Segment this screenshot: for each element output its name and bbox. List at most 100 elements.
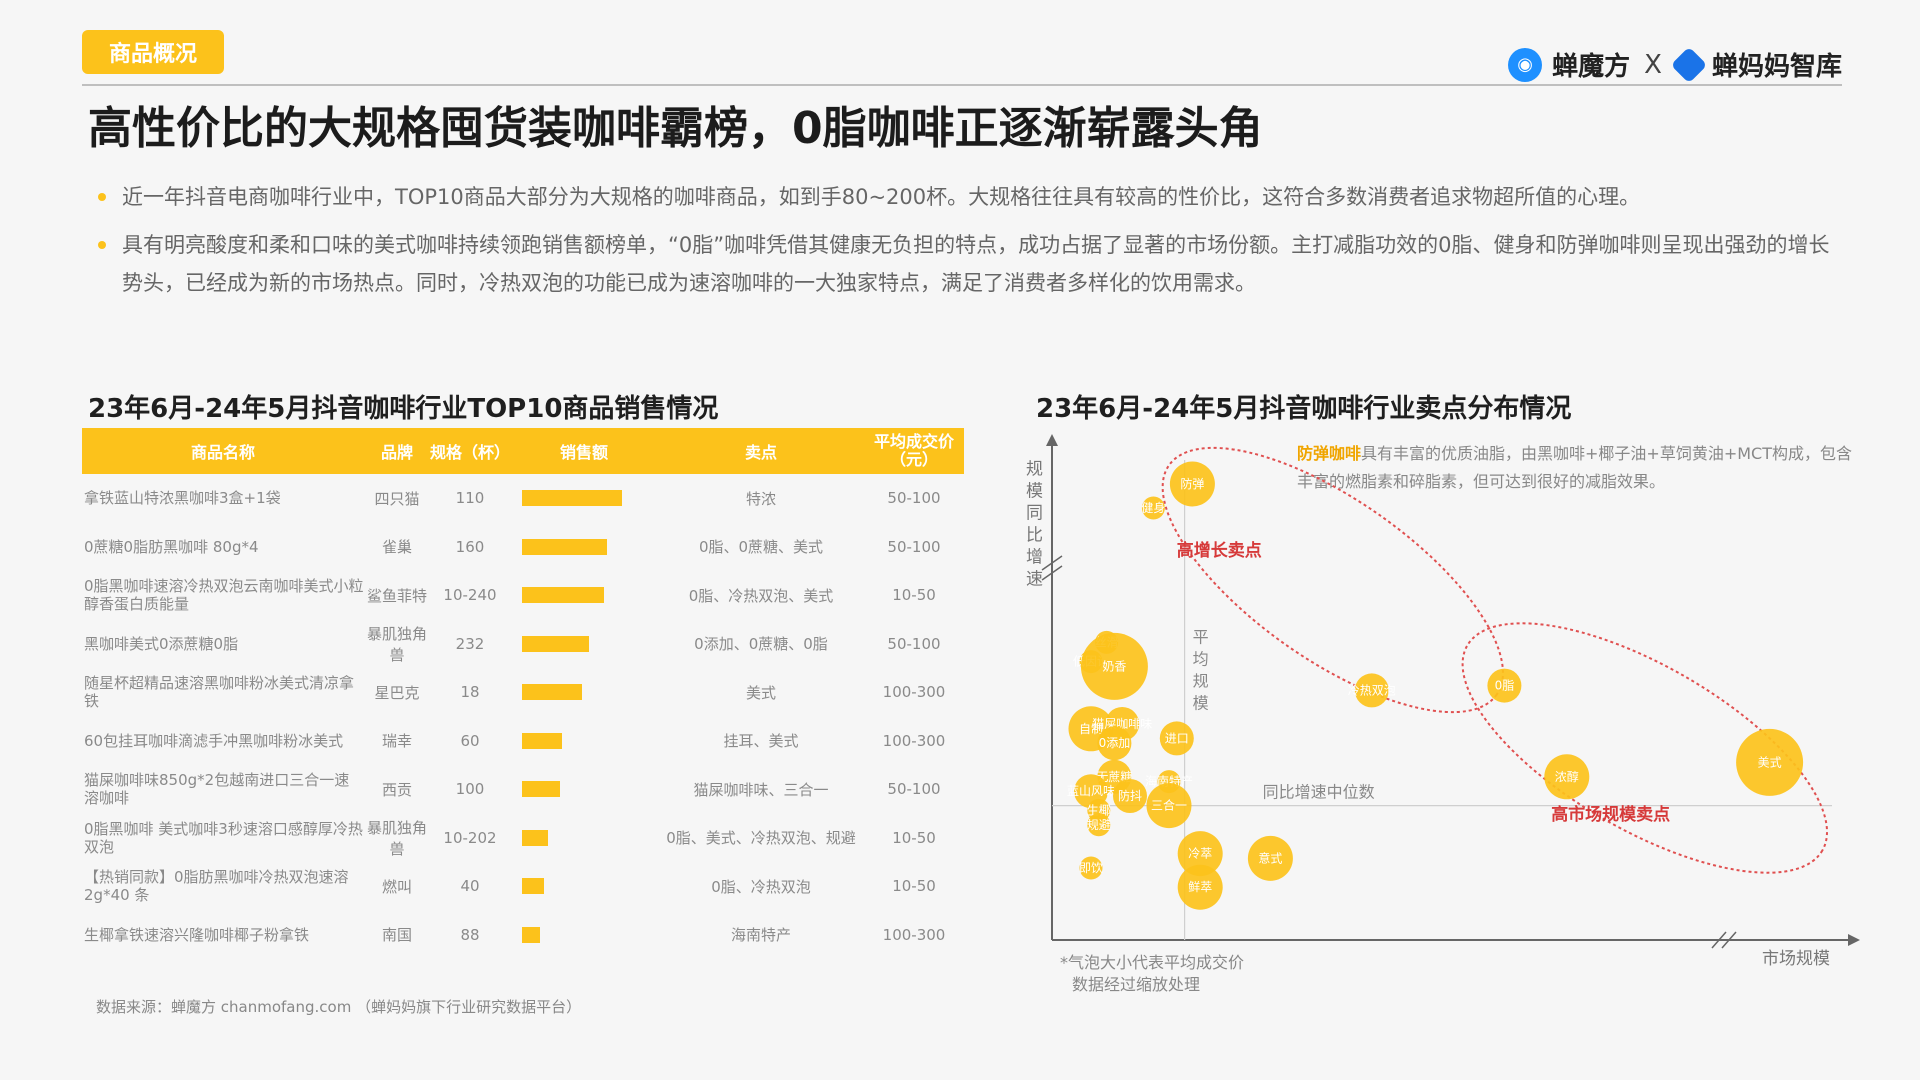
- selling-points-cell: 0脂、美式、冷热双泡、规避: [666, 829, 856, 848]
- sales-bar: [522, 490, 622, 507]
- selling-points-cell: 美式: [745, 683, 776, 702]
- selling-points-cell: 猫屎咖啡味、三合一: [693, 780, 829, 799]
- bubble-chart: 平均规模同比增速中位数规模同比增速市场规模防弹健身丝滑低因设奶香冷热双泡0脂自制…: [1026, 434, 1860, 969]
- spec-cell: 88: [460, 925, 480, 944]
- bubble-point: [1169, 461, 1215, 507]
- bubble-point: [1080, 632, 1148, 700]
- header-price: 平均成交价（元）: [873, 432, 954, 469]
- sales-bar: [522, 538, 607, 555]
- price-cell: 10-50: [892, 877, 936, 896]
- footnote: *气泡大小代表平均成交价 数据经过缩放处理: [1060, 952, 1244, 996]
- product-name: 0脂黑咖啡 美式咖啡3秒速溶口感醇厚冷热双泡: [84, 819, 363, 856]
- table-row: 0脂黑咖啡速溶冷热双泡云南咖啡美式小粒醇香蛋白质能量 鲨鱼菲特 10-240 0脂、冷…: [82, 571, 964, 620]
- price-cell: 50-100: [887, 780, 941, 799]
- y-axis-label-char: 速: [1026, 569, 1043, 589]
- table-row: 生椰拿铁速溶兴隆咖啡椰子粉拿铁 南国 88 海南特产 100-300: [82, 911, 964, 960]
- brand-cell: 燃叫: [381, 877, 412, 896]
- table-row: 0脂黑咖啡 美式咖啡3秒速溶口感醇厚冷热双泡 暴肌独角兽 10-202 0脂、美式、冷…: [82, 814, 964, 863]
- summary-bullets: 近一年抖音电商咖啡行业中，TOP10商品大部分为大规格的咖啡商品，如到手80~2…: [96, 178, 1836, 312]
- bubble-point: [1177, 864, 1223, 910]
- header-divider: [82, 84, 1842, 86]
- sales-bar-cell: [510, 587, 658, 604]
- spec-cell: 110: [455, 489, 485, 508]
- description-text: 具有丰富的优质油脂，由黑咖啡+椰子油+草饲黄油+MCT构成，包含丰富的燃脂素和碎…: [1297, 444, 1852, 491]
- bubble-label: 猫屎咖啡味: [1092, 716, 1152, 731]
- sales-bar-cell: [510, 829, 658, 846]
- bubble-label: 生椰: [1087, 802, 1111, 817]
- bubble-label: 防抖: [1118, 788, 1142, 803]
- x-axis-break-icon: [1711, 931, 1737, 949]
- median-x-label-char: 平: [1193, 627, 1209, 646]
- chanmama-logo-icon: [1670, 46, 1708, 83]
- bubble-point: [1146, 783, 1192, 829]
- chanmofang-logo-icon: ◉: [1508, 47, 1543, 82]
- bubble-label: 浓醇: [1555, 769, 1579, 784]
- sales-bar-cell: [510, 490, 658, 507]
- bubble-label: 冷萃: [1188, 847, 1212, 861]
- bubble-point: [1247, 835, 1293, 881]
- annotation-high-market: 高市场规模卖点: [1551, 804, 1670, 825]
- table-row: 黑咖啡美式0添蔗糖0脂 暴肌独角兽 232 0添加、0蔗糖、0脂 50-100: [82, 620, 964, 669]
- description-highlight: 防弹咖啡: [1297, 444, 1362, 463]
- bubble-label: 美式: [1758, 755, 1782, 769]
- header-sales: 销售额: [559, 443, 608, 462]
- table-body: 拿铁蓝山特浓黑咖啡3盒+1袋 四只猫 110 特浓 50-100 0蔗糖0脂肪黑咖啡 80…: [82, 474, 964, 959]
- bullet-item: 近一年抖音电商咖啡行业中，TOP10商品大部分为大规格的咖啡商品，如到手80~2…: [96, 178, 1836, 216]
- bubble-label: 三合一: [1151, 798, 1187, 813]
- price-cell: 10-50: [892, 828, 936, 847]
- selling-points-cell: 0脂、0蔗糖、美式: [698, 538, 824, 557]
- sales-bar-cell: [510, 878, 658, 895]
- product-name: 60包挂耳咖啡滴滤手冲黑咖啡粉冰美式: [84, 731, 344, 750]
- section-tag: 商品概况: [82, 30, 224, 74]
- x-axis-label: 市场规模: [1762, 949, 1830, 969]
- footnote-size: *气泡大小代表平均成交价: [1060, 953, 1245, 972]
- product-name: 0蔗糖0脂肪黑咖啡 80g*4: [84, 537, 259, 556]
- bubble-label: 0脂: [1495, 678, 1515, 693]
- y-axis-label-char: 同: [1026, 503, 1043, 523]
- bubble-point: [1079, 856, 1103, 880]
- brand-left-name: 蝉魔方: [1552, 52, 1631, 82]
- median-x-label-char: 均: [1193, 649, 1209, 668]
- selling-points-cell: 0添加、0蔗糖、0脂: [694, 635, 828, 654]
- median-x-label-char: 规: [1193, 671, 1209, 690]
- sales-bar-cell: [510, 635, 658, 652]
- brand-cell: 南国: [381, 926, 412, 945]
- spec-cell: 40: [460, 877, 480, 896]
- footnote-scale: 数据经过缩放处理: [1072, 975, 1201, 994]
- y-axis-label-char: 规: [1026, 459, 1043, 479]
- bubble-point: [1354, 673, 1389, 708]
- high-market-ellipse: [1461, 622, 1829, 874]
- price-cell: 50-100: [887, 489, 941, 508]
- bubble-label: 奶香: [1102, 659, 1126, 673]
- spec-cell: 160: [455, 537, 485, 556]
- bubble-label: 0添加: [1099, 736, 1131, 750]
- y-axis-label-char: 模: [1026, 481, 1043, 501]
- brand-cell: 暴肌独角兽: [366, 818, 427, 858]
- product-name: 【热销同款】0脂肪黑咖啡冷热双泡速溶2g*40 条: [84, 868, 349, 905]
- header-spec: 规格（杯）: [430, 443, 511, 462]
- brand-cell: 鲨鱼菲特: [366, 586, 427, 605]
- sales-bar-cell: [510, 684, 658, 701]
- y-axis-label-char: 比: [1026, 525, 1043, 545]
- median-y-label: 同比增速中位数: [1263, 783, 1375, 802]
- brand-cell: 星巴克: [374, 683, 420, 702]
- table-row: 猫屎咖啡味850g*2包越南进口三合一速溶咖啡 西贡 100 猫屎咖啡味、三合一 50-…: [82, 765, 964, 814]
- spec-cell: 60: [460, 731, 480, 750]
- bubble-label: 蓝山风味: [1067, 784, 1115, 798]
- sales-bar-cell: [510, 732, 658, 749]
- bubble-point: [1177, 831, 1223, 877]
- table-title: 23年6月-24年5月抖音咖啡行业TOP10商品销售情况: [88, 394, 719, 424]
- bubble-point: [1097, 726, 1132, 761]
- selling-points-cell: 0脂、冷热双泡、美式: [688, 586, 834, 605]
- bubble-label: 冷热双泡: [1348, 683, 1396, 697]
- bubble-point: [1736, 728, 1804, 796]
- table-row: 60包挂耳咖啡滴滤手冲黑咖啡粉冰美式 瑞幸 60 挂耳、美式 100-300: [82, 717, 964, 766]
- sales-bar-cell: [510, 538, 658, 555]
- top10-table: 商品名称 品牌 规格（杯） 销售额 卖点 平均成交价（元） 拿铁蓝山特浓黑咖啡3…: [82, 428, 964, 959]
- spec-cell: 100: [455, 780, 485, 799]
- sales-bar-cell: [510, 781, 658, 798]
- price-cell: 50-100: [887, 537, 941, 556]
- selling-points-cell: 海南特产: [730, 926, 791, 945]
- price-cell: 100-300: [882, 731, 946, 750]
- bubble-label: 意式: [1258, 850, 1282, 865]
